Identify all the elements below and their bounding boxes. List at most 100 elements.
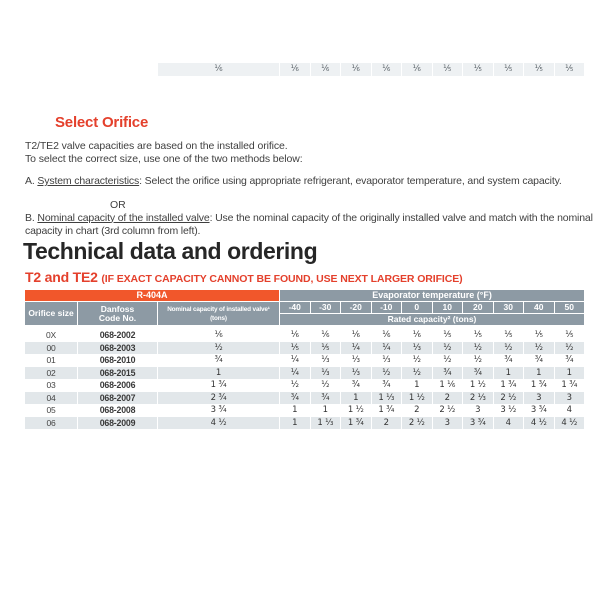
rated-capacity-cell: 2 ½ <box>494 392 525 405</box>
rated-capacity-cell: 2 ½ <box>433 404 464 417</box>
temperature-column-header: -20 <box>341 302 372 314</box>
rated-capacity-cell: ¾ <box>280 392 311 405</box>
rated-capacity-cell: ⅕ <box>524 329 555 342</box>
rated-capacity-cell: ¾ <box>311 392 342 405</box>
orifice-size-cell: 05 <box>25 404 78 417</box>
rated-capacity-cell: 3 <box>524 392 555 405</box>
danfoss-code-cell: 068-2008 <box>78 404 158 417</box>
rated-capacity-cell: ¼ <box>280 354 311 367</box>
rated-capacity-cell: ½ <box>402 367 433 380</box>
rated-capacity-cell: 1 <box>402 379 433 392</box>
rated-capacity-cell: ½ <box>463 342 494 355</box>
capacity-table: R-404A Evaporator temperature (°F) Orifi… <box>25 290 585 429</box>
rated-capacity-cell: ⅕ <box>555 329 586 342</box>
rated-capacity-cell: ¾ <box>341 379 372 392</box>
partial-row-capacity-cell: ⅙ <box>372 63 403 76</box>
rated-capacity-cell: ¾ <box>463 367 494 380</box>
rated-capacity-cell: ⅙ <box>372 329 403 342</box>
orifice-size-cell: 01 <box>25 354 78 367</box>
rated-capacity-cell: ½ <box>311 379 342 392</box>
partial-row-capacity-cell: ⅕ <box>463 63 494 76</box>
partial-row-blank-cell <box>78 63 158 76</box>
select-orifice-heading: Select Orifice <box>55 114 590 131</box>
nominal-capacity-cell: 4 ½ <box>158 417 280 430</box>
temperature-column-header: 10 <box>433 302 464 314</box>
rated-capacity-cell: ⅕ <box>311 342 342 355</box>
rated-capacity-cell: ¼ <box>372 342 403 355</box>
nominal-capacity-cell: ⅙ <box>158 329 280 342</box>
rated-capacity-cell: ⅕ <box>280 342 311 355</box>
rated-capacity-cell: 1 ¾ <box>524 379 555 392</box>
temperature-column-header: -10 <box>372 302 403 314</box>
rated-capacity-cell: 1 <box>341 392 372 405</box>
method-a-rest: : Select the orifice using appropriate r… <box>139 175 562 187</box>
danfoss-code-cell: 068-2006 <box>78 379 158 392</box>
temperature-column-header: -30 <box>311 302 342 314</box>
intro-line-2: To select the correct size, use one of t… <box>25 153 590 166</box>
temperature-column-header: 40 <box>524 302 555 314</box>
rated-capacity-cell: 1 <box>280 404 311 417</box>
nominal-capacity-cell: ¾ <box>158 354 280 367</box>
orifice-size-cell: 06 <box>25 417 78 430</box>
rated-capacity-cell: 4 <box>555 404 586 417</box>
rated-capacity-cell: ⅓ <box>311 367 342 380</box>
rated-capacity-cell: 1 <box>555 367 586 380</box>
rated-capacity-cell: 4 <box>494 417 525 430</box>
rated-capacity-cell: ⅙ <box>311 329 342 342</box>
method-a-underlined: System characteristics <box>37 175 139 187</box>
rated-capacity-cell: ⅓ <box>341 367 372 380</box>
evaporator-temperature-header-cell: Evaporator temperature (°F) <box>280 290 585 302</box>
rated-capacity-cell: ⅕ <box>433 329 464 342</box>
rated-capacity-cell: 4 ½ <box>524 417 555 430</box>
danfoss-header-line2: Code No. <box>99 314 136 323</box>
partial-row-capacity-cell: ⅙ <box>402 63 433 76</box>
nominal-capacity-cell: 2 ¾ <box>158 392 280 405</box>
rated-capacity-cell: 3 ¾ <box>463 417 494 430</box>
danfoss-code-header-cell: DanfossCode No. <box>78 302 158 326</box>
rated-capacity-cell: ¾ <box>555 354 586 367</box>
rated-capacity-cell: ½ <box>524 342 555 355</box>
rated-capacity-cell: 1 <box>494 367 525 380</box>
orifice-size-header-cell: Orifice size <box>25 302 78 326</box>
nominal-capacity-header-cell: Nominal capacity of installed valve¹ (to… <box>158 302 280 326</box>
rated-capacity-cell: 1 <box>524 367 555 380</box>
rated-capacity-cell: 1 ⅙ <box>433 379 464 392</box>
rated-capacity-cell: ⅙ <box>341 329 372 342</box>
rated-capacity-cell: ¾ <box>433 367 464 380</box>
rated-capacity-cell: ¾ <box>372 379 403 392</box>
partial-table-row: ⅙⅙⅙⅙⅙⅙⅕⅕⅕⅕⅕ <box>25 63 585 76</box>
rated-capacity-cell: ½ <box>494 342 525 355</box>
method-a-prefix: A. <box>25 175 37 187</box>
rated-capacity-cell: ½ <box>463 354 494 367</box>
select-orifice-section: Select Orifice T2/TE2 valve capacities a… <box>25 114 590 248</box>
rated-capacity-cell: ¾ <box>524 354 555 367</box>
rated-capacity-cell: 2 <box>433 392 464 405</box>
partial-row-capacity-cell: ⅙ <box>341 63 372 76</box>
rated-capacity-cell: ¼ <box>341 342 372 355</box>
rated-capacity-cell: 3 <box>433 417 464 430</box>
method-a-line: A. System characteristics: Select the or… <box>25 175 590 188</box>
rated-capacity-cell: ½ <box>433 342 464 355</box>
rated-capacity-cell: ⅙ <box>402 329 433 342</box>
rated-capacity-cell: ⅕ <box>463 329 494 342</box>
rated-capacity-cell: 2 <box>402 404 433 417</box>
rated-capacity-cell: 1 ¾ <box>341 417 372 430</box>
rated-capacity-cell: 1 ¾ <box>555 379 586 392</box>
table-title: T2 and TE2 (IF EXACT CAPACITY CANNOT BE … <box>25 269 463 287</box>
intro-line-1: T2/TE2 valve capacities are based on the… <box>25 140 590 153</box>
rated-capacity-cell: 1 ⅓ <box>311 417 342 430</box>
rated-capacity-cell: 2 ⅓ <box>463 392 494 405</box>
partial-row-nominal-cell: ⅙ <box>158 63 280 76</box>
rated-capacity-cell: 3 ½ <box>494 404 525 417</box>
rated-capacity-cell: 3 <box>463 404 494 417</box>
rated-capacity-cell: 1 ½ <box>402 392 433 405</box>
temperature-column-header: 0 <box>402 302 433 314</box>
rated-capacity-cell: ¼ <box>280 367 311 380</box>
rated-capacity-cell: 2 <box>372 417 403 430</box>
nominal-capacity-cell: 3 ¾ <box>158 404 280 417</box>
rated-capacity-cell: 1 ½ <box>463 379 494 392</box>
danfoss-code-cell: 068-2002 <box>78 329 158 342</box>
or-text: OR <box>110 199 590 212</box>
rated-capacity-cell: ⅓ <box>402 342 433 355</box>
rated-capacity-cell: ⅓ <box>341 354 372 367</box>
